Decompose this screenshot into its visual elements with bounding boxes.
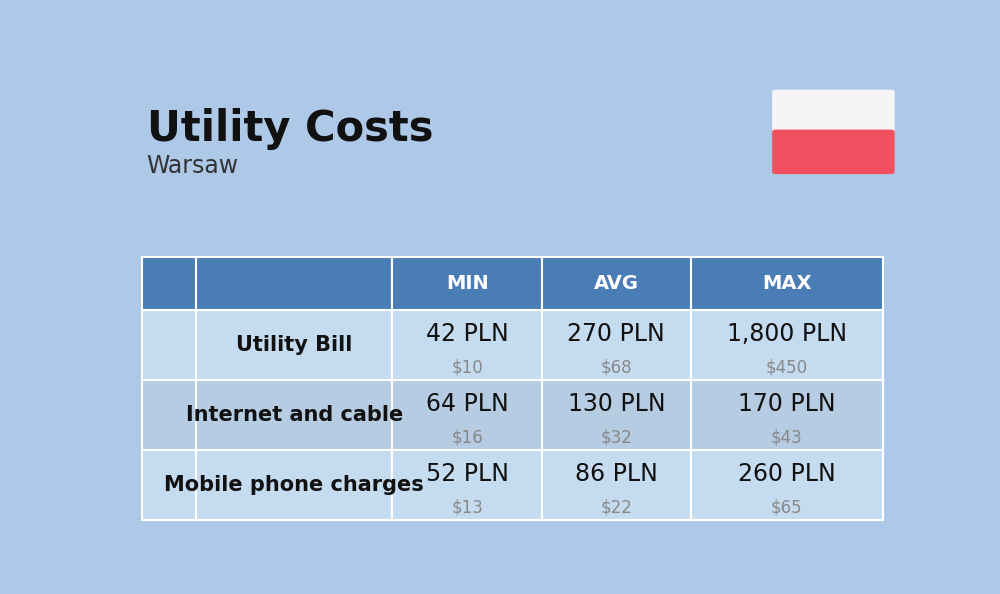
Bar — [691, 311, 883, 381]
Bar — [392, 311, 542, 381]
Text: Utility Costs: Utility Costs — [147, 108, 433, 150]
Bar — [691, 450, 883, 520]
Text: $65: $65 — [771, 498, 803, 516]
Text: $22: $22 — [600, 498, 632, 516]
Bar — [142, 381, 196, 450]
Text: 42 PLN: 42 PLN — [426, 322, 509, 346]
Text: 260 PLN: 260 PLN — [738, 462, 836, 486]
Text: $32: $32 — [600, 428, 632, 447]
Text: 270 PLN: 270 PLN — [567, 322, 665, 346]
Bar — [392, 257, 542, 311]
Bar — [196, 257, 392, 311]
Text: Mobile phone charges: Mobile phone charges — [164, 475, 424, 495]
FancyBboxPatch shape — [772, 129, 895, 174]
Text: MAX: MAX — [762, 274, 812, 293]
Bar — [542, 381, 691, 450]
Bar — [392, 450, 542, 520]
Bar — [196, 450, 392, 520]
Bar — [542, 450, 691, 520]
Text: $450: $450 — [766, 358, 808, 377]
Text: $13: $13 — [451, 498, 483, 516]
Text: AVG: AVG — [594, 274, 639, 293]
Text: 130 PLN: 130 PLN — [568, 392, 665, 416]
Bar — [142, 311, 196, 381]
Text: $10: $10 — [451, 358, 483, 377]
Text: Utility Bill: Utility Bill — [236, 336, 353, 355]
Bar — [142, 450, 196, 520]
Text: 1,800 PLN: 1,800 PLN — [727, 322, 847, 346]
Bar — [542, 257, 691, 311]
Bar — [542, 311, 691, 381]
Bar — [196, 311, 392, 381]
Bar — [196, 381, 392, 450]
Text: Internet and cable: Internet and cable — [186, 406, 403, 425]
Text: 86 PLN: 86 PLN — [575, 462, 658, 486]
Text: $16: $16 — [451, 428, 483, 447]
Text: Warsaw: Warsaw — [147, 154, 239, 178]
Text: 170 PLN: 170 PLN — [738, 392, 836, 416]
Text: 52 PLN: 52 PLN — [426, 462, 509, 486]
Text: $68: $68 — [601, 358, 632, 377]
Bar — [691, 257, 883, 311]
Text: 64 PLN: 64 PLN — [426, 392, 509, 416]
Text: MIN: MIN — [446, 274, 489, 293]
Bar — [691, 381, 883, 450]
FancyBboxPatch shape — [772, 90, 895, 134]
Bar — [142, 257, 196, 311]
Bar — [392, 381, 542, 450]
Text: $43: $43 — [771, 428, 803, 447]
